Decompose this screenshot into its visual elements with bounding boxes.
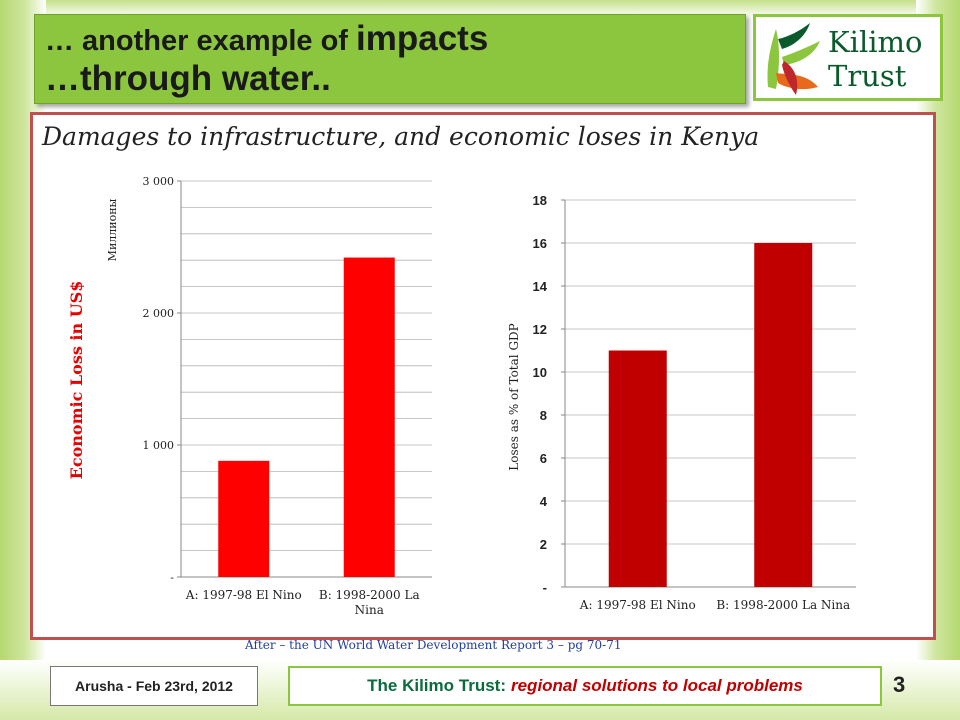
footer-tagline-box: The Kilimo Trust: regional solutions to l… bbox=[288, 666, 882, 706]
footer-org: The Kilimo Trust: bbox=[367, 676, 506, 695]
chart1-unit-label: Миллионы bbox=[106, 198, 119, 261]
chart1-bar bbox=[218, 460, 270, 577]
source-caption: After – the UN World Water Development R… bbox=[245, 638, 622, 652]
chart2-bar bbox=[754, 243, 813, 587]
title-banner: … another example of impacts …through wa… bbox=[34, 14, 746, 104]
logo-wordmark: Kilimo Trust bbox=[828, 25, 922, 93]
chart1-category-label: B: 1998-2000 La bbox=[319, 588, 420, 602]
footer-date: Arusha - Feb 23rd, 2012 bbox=[75, 678, 233, 694]
chart2-y-axis-title: Loses as % of Total GDP bbox=[507, 323, 521, 470]
footer-date-box: Arusha - Feb 23rd, 2012 bbox=[50, 666, 258, 706]
chart2-ytick-label: 10 bbox=[533, 365, 547, 380]
chart1-ytick-label: 3 000 bbox=[143, 175, 175, 188]
chart1-category-label: A: 1997-98 El Nino bbox=[185, 588, 302, 602]
chart1-ytick-label: - bbox=[170, 571, 174, 584]
title-part-2: impacts bbox=[356, 19, 489, 58]
title-part-1: … another example of bbox=[45, 25, 357, 57]
title-line-2: …through water.. bbox=[45, 59, 331, 98]
logo-line-2: Trust bbox=[828, 59, 907, 93]
chart1-ytick-label: 1 000 bbox=[143, 439, 175, 452]
chart2-ytick-label: 12 bbox=[533, 322, 547, 337]
footer-slogan: regional solutions to local problems bbox=[510, 676, 803, 695]
logo-line-1: Kilimo bbox=[828, 25, 923, 59]
chart2-bar bbox=[608, 350, 667, 587]
chart2-category-label: B: 1998-2000 La Nina bbox=[716, 598, 850, 612]
chart1-ytick-label: 2 000 bbox=[143, 307, 175, 320]
chart1-y-axis-title: Economic Loss in US$ bbox=[67, 281, 86, 480]
chart2-category-label: A: 1997-98 El Nino bbox=[579, 598, 696, 612]
chart2-ytick-label: 2 bbox=[540, 537, 547, 552]
chart2-ytick-label: 6 bbox=[540, 451, 547, 466]
chart1-bar bbox=[343, 257, 395, 577]
background-top bbox=[0, 0, 960, 18]
chart2-ytick-label: - bbox=[543, 580, 547, 595]
title-line-1: … another example of impacts bbox=[45, 19, 488, 59]
chart2-ytick-label: 4 bbox=[540, 494, 548, 509]
chart2-ytick-label: 18 bbox=[533, 193, 547, 208]
chart2-ytick-label: 8 bbox=[540, 408, 547, 423]
chart1-category-label: Nina bbox=[355, 603, 384, 617]
chart2-ytick-label: 16 bbox=[533, 236, 547, 251]
slide-subtitle: Damages to infrastructure, and economic … bbox=[42, 122, 760, 151]
chart2-ytick-label: 14 bbox=[533, 279, 548, 294]
kilimo-trust-logo: Kilimo Trust bbox=[753, 14, 943, 101]
page-number: 3 bbox=[893, 672, 906, 697]
kilimo-leaf-icon bbox=[767, 23, 820, 95]
